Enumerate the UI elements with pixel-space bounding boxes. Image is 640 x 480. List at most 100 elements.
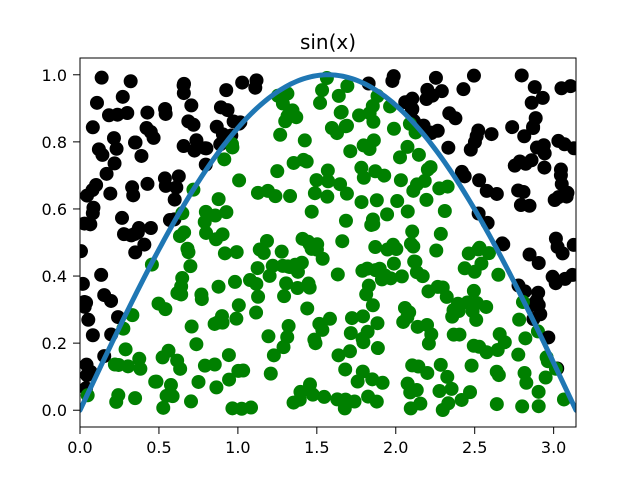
point-below — [234, 401, 249, 416]
point-above — [99, 166, 114, 181]
point-below — [463, 385, 478, 400]
point-below — [219, 205, 234, 220]
point-below — [243, 273, 258, 288]
point-below — [279, 276, 294, 291]
point-above — [466, 68, 481, 83]
point-below — [277, 289, 292, 304]
point-below — [369, 193, 384, 208]
point-below — [515, 399, 530, 414]
point-below — [274, 244, 289, 259]
point-below — [343, 326, 358, 341]
point-above — [80, 216, 92, 231]
point-above — [176, 86, 191, 101]
point-below — [517, 366, 532, 381]
point-below — [464, 358, 479, 373]
point-above — [158, 101, 173, 116]
point-below — [403, 385, 418, 400]
point-below — [290, 264, 305, 279]
point-above — [489, 186, 504, 201]
point-above — [115, 210, 129, 225]
point-below — [355, 364, 370, 379]
point-below — [236, 363, 251, 378]
point-below — [342, 344, 357, 359]
point-above — [220, 103, 235, 118]
point-below — [366, 217, 381, 232]
point-below — [315, 83, 330, 98]
point-below — [199, 225, 214, 240]
point-below — [109, 394, 124, 409]
point-below — [333, 177, 348, 192]
point-above — [545, 269, 560, 284]
point-above — [559, 189, 574, 204]
point-above — [425, 88, 440, 103]
point-above — [157, 171, 172, 186]
point-below — [481, 246, 496, 261]
point-below — [467, 264, 482, 279]
chart-title: sin(x) — [300, 30, 356, 54]
point-below — [250, 261, 265, 276]
plot-frame — [79, 57, 577, 428]
point-below — [435, 403, 450, 417]
point-below — [410, 319, 425, 334]
point-below — [511, 347, 526, 362]
point-below — [370, 316, 385, 331]
point-above — [199, 141, 214, 156]
point-below — [344, 311, 359, 326]
point-below — [276, 340, 291, 355]
point-below — [423, 160, 438, 175]
point-above — [86, 200, 101, 215]
point-below — [417, 173, 432, 188]
point-above — [536, 138, 551, 153]
x-tick-label: 1.5 — [304, 438, 329, 457]
point-below — [320, 163, 335, 178]
point-below — [335, 234, 350, 249]
y-tick-label: 0.2 — [42, 334, 67, 353]
point-below — [368, 240, 383, 255]
point-above — [248, 80, 263, 95]
point-below — [184, 394, 199, 409]
point-above — [143, 221, 158, 236]
point-below — [340, 78, 355, 93]
point-below — [375, 375, 390, 390]
point-below — [531, 384, 546, 399]
point-above — [109, 141, 124, 156]
y-tick-label: 0.6 — [42, 200, 67, 219]
point-below — [355, 309, 370, 324]
point-below — [405, 224, 420, 239]
point-below — [297, 133, 312, 148]
point-below — [393, 173, 408, 188]
point-below — [211, 192, 226, 207]
point-below — [334, 104, 349, 119]
point-below — [531, 399, 546, 414]
point-above — [537, 160, 552, 175]
point-below — [331, 88, 346, 103]
point-below — [292, 392, 307, 407]
point-above — [85, 120, 100, 135]
point-below — [268, 189, 283, 204]
point-below — [273, 127, 288, 142]
point-below — [309, 173, 324, 188]
y-tick-label: 0.4 — [42, 267, 67, 286]
point-above — [106, 131, 121, 146]
point-above — [89, 95, 104, 110]
point-below — [465, 304, 480, 319]
point-above — [235, 75, 250, 90]
point-below — [221, 348, 236, 363]
point-above — [428, 70, 443, 85]
point-below — [174, 279, 189, 294]
point-below — [331, 348, 346, 363]
point-below — [380, 242, 395, 257]
point-below — [407, 254, 422, 269]
point-above — [516, 184, 531, 199]
point-below — [183, 259, 198, 274]
point-above — [95, 147, 110, 162]
point-above — [514, 68, 529, 83]
point-above — [522, 247, 537, 262]
point-above — [385, 73, 400, 88]
point-below — [266, 348, 281, 363]
point-above — [167, 192, 182, 207]
point-above — [495, 236, 510, 251]
point-below — [400, 139, 415, 154]
point-above — [186, 117, 201, 132]
